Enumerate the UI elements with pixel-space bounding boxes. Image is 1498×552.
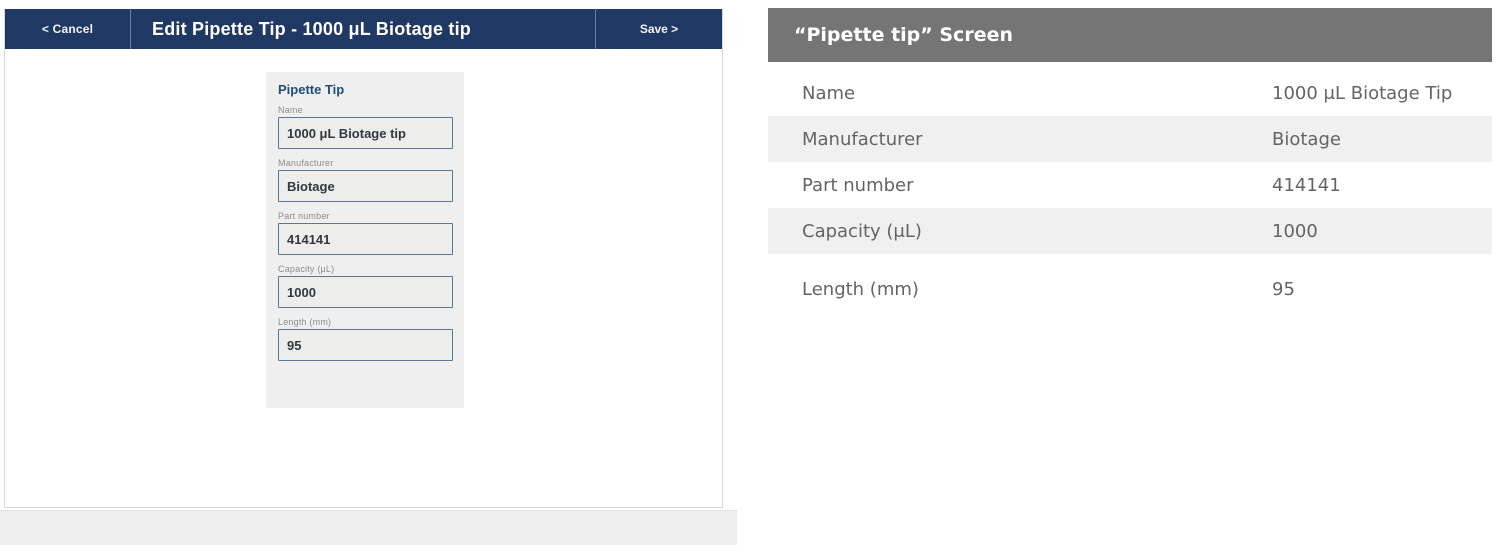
name-field[interactable]	[278, 117, 453, 149]
page-title: Edit Pipette Tip - 1000 μL Biotage tip	[152, 18, 471, 39]
capacity-field[interactable]	[278, 276, 453, 308]
app-window: < Cancel Edit Pipette Tip - 1000 μL Biot…	[4, 9, 723, 508]
row-value: 95	[1272, 278, 1295, 300]
row-label: Length (mm)	[802, 278, 919, 300]
part-number-field[interactable]	[278, 223, 453, 255]
field-group-part-number: Part number	[278, 211, 453, 255]
table-row-name: Name 1000 μL Biotage Tip	[768, 70, 1492, 116]
part-number-field-label: Part number	[278, 211, 330, 221]
cancel-button[interactable]: < Cancel	[5, 9, 131, 49]
field-group-capacity: Capacity (μL)	[278, 264, 453, 308]
app-footer-bar	[0, 510, 737, 545]
reference-table-region: “Pipette tip” Screen Name 1000 μL Biotag…	[768, 8, 1492, 312]
capacity-field-label: Capacity (μL)	[278, 264, 335, 274]
form-title: Pipette Tip	[278, 82, 345, 97]
row-label: Part number	[802, 174, 914, 196]
save-button[interactable]: Save >	[595, 9, 722, 49]
row-value: 1000	[1272, 220, 1318, 242]
table-row-part-number: Part number 414141	[768, 162, 1492, 208]
table-row-length: Length (mm) 95	[768, 266, 1492, 312]
row-value: Biotage	[1272, 128, 1341, 150]
field-group-manufacturer: Manufacturer	[278, 158, 453, 202]
name-field-label: Name	[278, 105, 303, 115]
row-value: 414141	[1272, 174, 1341, 196]
table-row-capacity: Capacity (μL) 1000	[768, 208, 1492, 254]
app-header-bar: < Cancel Edit Pipette Tip - 1000 μL Biot…	[5, 9, 722, 49]
row-label: Manufacturer	[802, 128, 923, 150]
manufacturer-field[interactable]	[278, 170, 453, 202]
manufacturer-field-label: Manufacturer	[278, 158, 334, 168]
row-value: 1000 μL Biotage Tip	[1272, 82, 1453, 104]
reference-table: Name 1000 μL Biotage Tip Manufacturer Bi…	[768, 70, 1492, 312]
table-row-manufacturer: Manufacturer Biotage	[768, 116, 1492, 162]
length-field-label: Length (mm)	[278, 317, 332, 327]
row-label: Name	[802, 82, 856, 104]
app-screenshot-region: < Cancel Edit Pipette Tip - 1000 μL Biot…	[0, 0, 737, 552]
reference-table-title: “Pipette tip” Screen	[768, 8, 1492, 62]
pipette-tip-form: Pipette Tip Name Manufacturer Part numbe…	[266, 72, 464, 408]
field-group-length: Length (mm)	[278, 317, 453, 361]
row-label: Capacity (μL)	[802, 220, 922, 242]
field-group-name: Name	[278, 105, 453, 149]
length-field[interactable]	[278, 329, 453, 361]
